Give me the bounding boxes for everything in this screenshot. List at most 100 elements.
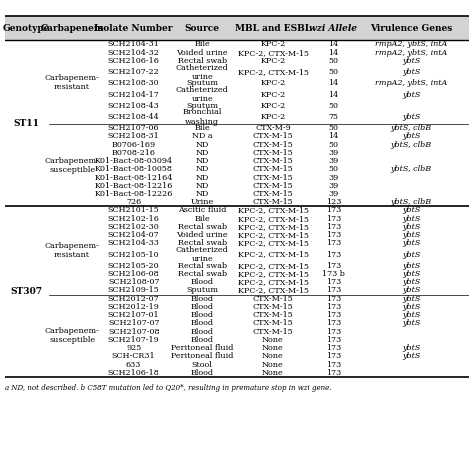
Text: KPC-2: KPC-2	[260, 57, 286, 65]
Text: Rectal swab: Rectal swab	[178, 262, 227, 270]
Text: KPC-2, CTX-M-15: KPC-2, CTX-M-15	[237, 223, 309, 231]
Text: K01-Bact-08-12164: K01-Bact-08-12164	[94, 174, 173, 182]
Text: 173: 173	[326, 251, 341, 259]
Text: KPC-2, CTX-M-15: KPC-2, CTX-M-15	[237, 231, 309, 239]
Text: 14: 14	[328, 79, 338, 87]
Text: rmpA2, ybtS, intA: rmpA2, ybtS, intA	[375, 41, 447, 49]
Text: ybtS: ybtS	[402, 311, 420, 319]
Text: ybtS: ybtS	[402, 270, 420, 278]
Text: KPC-2: KPC-2	[260, 79, 286, 87]
Text: ybtS: ybtS	[402, 91, 420, 99]
Text: 123: 123	[326, 198, 341, 206]
Text: Sputum: Sputum	[186, 79, 218, 87]
Text: Catheterized
urine: Catheterized urine	[176, 246, 228, 263]
Text: KPC-2: KPC-2	[260, 91, 286, 99]
Text: Rectal swab: Rectal swab	[178, 223, 227, 231]
Text: SCH2107-19: SCH2107-19	[108, 336, 160, 344]
Text: ND: ND	[195, 174, 209, 182]
Text: ybtS, clbB: ybtS, clbB	[391, 198, 432, 206]
Text: Voided urine: Voided urine	[176, 231, 228, 239]
Text: Blood: Blood	[191, 295, 214, 303]
Text: KPC-2, CTX-M-15: KPC-2, CTX-M-15	[237, 287, 309, 295]
Text: Carbapenem: Carbapenem	[40, 24, 104, 33]
Text: ybtS: ybtS	[402, 278, 420, 286]
Text: 633: 633	[126, 361, 141, 369]
Text: Blood: Blood	[191, 369, 214, 377]
Text: KPC-2, CTX-M-15: KPC-2, CTX-M-15	[237, 49, 309, 57]
Text: Catheterized
urine: Catheterized urine	[176, 64, 228, 81]
Text: Ascitic fluid: Ascitic fluid	[178, 206, 227, 214]
Text: SCH-CR31: SCH-CR31	[112, 352, 155, 360]
Text: KPC-2, CTX-M-15: KPC-2, CTX-M-15	[237, 251, 309, 259]
Text: Bile: Bile	[194, 215, 210, 223]
Text: SCH2107-06: SCH2107-06	[108, 124, 159, 132]
Text: KPC-2, CTX-M-15: KPC-2, CTX-M-15	[237, 206, 309, 214]
Text: 925: 925	[126, 344, 141, 352]
Text: 50: 50	[328, 124, 338, 132]
Text: K01-Bact-08-12226: K01-Bact-08-12226	[94, 190, 173, 198]
Text: 173: 173	[326, 361, 341, 369]
Text: SCH2104-32: SCH2104-32	[108, 49, 160, 57]
Text: 173: 173	[326, 295, 341, 303]
Text: 173: 173	[326, 311, 341, 319]
Text: ybtS: ybtS	[402, 251, 420, 259]
Bar	[5, 16, 469, 40]
Text: SCH2102-30: SCH2102-30	[108, 223, 160, 231]
Text: Virulence Genes: Virulence Genes	[370, 24, 452, 33]
Text: CTX-M-15: CTX-M-15	[253, 157, 293, 165]
Text: KPC-2: KPC-2	[260, 113, 286, 121]
Text: SCH2105-10: SCH2105-10	[108, 251, 159, 259]
Text: 39: 39	[328, 149, 338, 157]
Text: Blood: Blood	[191, 328, 214, 336]
Text: SCH2104-31: SCH2104-31	[108, 41, 160, 49]
Text: SCH2108-44: SCH2108-44	[108, 113, 160, 121]
Text: CTX-M-9: CTX-M-9	[255, 124, 291, 132]
Text: CTX-M-15: CTX-M-15	[253, 190, 293, 198]
Text: KPC-2, CTX-M-15: KPC-2, CTX-M-15	[237, 215, 309, 223]
Text: CTX-M-15: CTX-M-15	[253, 295, 293, 303]
Text: KPC-2, CTX-M-15: KPC-2, CTX-M-15	[237, 239, 309, 247]
Text: ybtS: ybtS	[402, 320, 420, 328]
Text: CTX-M-15: CTX-M-15	[253, 149, 293, 157]
Text: Carbapenem-
resistant: Carbapenem- resistant	[45, 74, 100, 91]
Text: 173: 173	[326, 206, 341, 214]
Text: ND: ND	[195, 182, 209, 190]
Text: Genotype: Genotype	[3, 24, 51, 33]
Text: 173: 173	[326, 303, 341, 311]
Text: SCH2106-08: SCH2106-08	[108, 270, 159, 278]
Text: Blood: Blood	[191, 336, 214, 344]
Text: ybtS, clbB: ybtS, clbB	[391, 141, 432, 149]
Text: SCH2102-16: SCH2102-16	[108, 215, 160, 223]
Text: ST11: ST11	[14, 119, 40, 128]
Text: CTX-M-15: CTX-M-15	[253, 311, 293, 319]
Text: SCH2108-31: SCH2108-31	[108, 132, 160, 140]
Text: CTX-M-15: CTX-M-15	[253, 198, 293, 206]
Text: rmpA2, ybtS, intA: rmpA2, ybtS, intA	[375, 49, 447, 57]
Text: 173: 173	[326, 278, 341, 286]
Text: K01-Bact-08-03094: K01-Bact-08-03094	[95, 157, 173, 165]
Text: Sputum: Sputum	[186, 101, 218, 110]
Text: None: None	[262, 369, 284, 377]
Text: CTX-M-15: CTX-M-15	[253, 165, 293, 173]
Text: CTX-M-15: CTX-M-15	[253, 132, 293, 140]
Text: ND a: ND a	[192, 132, 212, 140]
Text: None: None	[262, 361, 284, 369]
Text: SCH2106-18: SCH2106-18	[108, 369, 160, 377]
Text: 173: 173	[326, 262, 341, 270]
Text: KPC-2, CTX-M-15: KPC-2, CTX-M-15	[237, 68, 309, 76]
Text: 173: 173	[326, 223, 341, 231]
Text: ND: ND	[195, 149, 209, 157]
Text: ybtS: ybtS	[402, 132, 420, 140]
Text: Rectal swab: Rectal swab	[178, 239, 227, 247]
Text: B0706-169: B0706-169	[111, 141, 155, 149]
Text: ND: ND	[195, 157, 209, 165]
Text: Bile: Bile	[194, 124, 210, 132]
Text: 50: 50	[328, 57, 338, 65]
Text: ybtS, clbB: ybtS, clbB	[391, 124, 432, 132]
Text: K01-Bact-08-12216: K01-Bact-08-12216	[94, 182, 173, 190]
Text: ybtS: ybtS	[402, 344, 420, 352]
Text: B0708-216: B0708-216	[112, 149, 155, 157]
Text: Blood: Blood	[191, 311, 214, 319]
Text: ybtS: ybtS	[402, 295, 420, 303]
Text: CTX-M-15: CTX-M-15	[253, 320, 293, 328]
